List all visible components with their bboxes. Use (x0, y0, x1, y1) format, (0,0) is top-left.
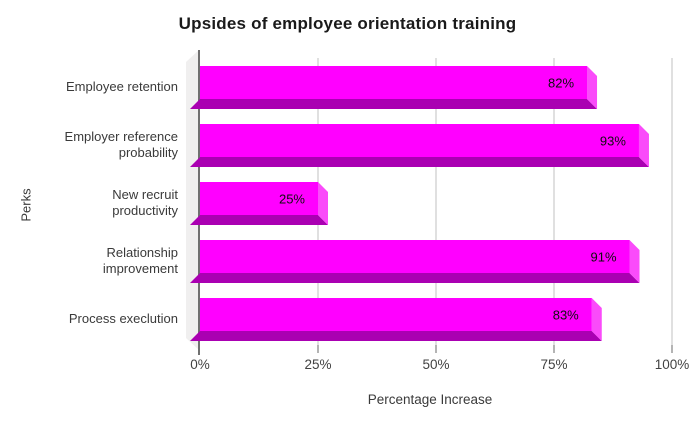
bar-bottom-face (190, 215, 328, 225)
category-label-employer-reference-probability: Employer reference probability (64, 129, 178, 160)
bar-side-face (591, 298, 602, 341)
bar-value-label: 82% (548, 76, 574, 91)
category-label-process-execlution: Process execlution (68, 311, 178, 326)
bar (200, 182, 318, 215)
bars-group: 82% 93% 25% 91% 83% (190, 66, 649, 341)
bar (200, 298, 592, 331)
bar-value-label: 93% (600, 134, 626, 149)
x-tick-label-25: 25% (304, 357, 332, 372)
bar (200, 240, 630, 273)
x-tick-label-100: 100% (654, 357, 690, 372)
bar-bottom-face (190, 331, 602, 341)
category-label-employee-retention: Employee retention (65, 79, 178, 94)
bar-bottom-face (190, 273, 640, 283)
bar-value-label: 91% (590, 250, 616, 265)
bar-side-face (638, 124, 649, 167)
x-tick-label-0: 0% (190, 357, 210, 372)
bar-bottom-face (190, 99, 598, 109)
chart-title: Upsides of employee orientation training (178, 14, 517, 33)
bar-side-face (587, 66, 598, 109)
x-ticks-group (317, 345, 673, 353)
bar (200, 66, 588, 99)
bar-value-label: 83% (553, 308, 579, 323)
category-label-new-recruit-productivity: New recruit productivity (112, 187, 178, 218)
bar-bottom-face (190, 157, 649, 167)
x-axis-title: Percentage Increase (367, 392, 493, 407)
x-tick-label-50: 50% (422, 357, 450, 372)
category-label-relationship-improvement: Relationship improvement (102, 245, 178, 276)
x-tick-label-75: 75% (540, 357, 568, 372)
bar-side-face (629, 240, 640, 283)
bar (200, 124, 639, 157)
bar-value-label: 25% (279, 192, 305, 207)
plot-left-wall (186, 50, 199, 350)
bar-side-face (318, 182, 328, 225)
